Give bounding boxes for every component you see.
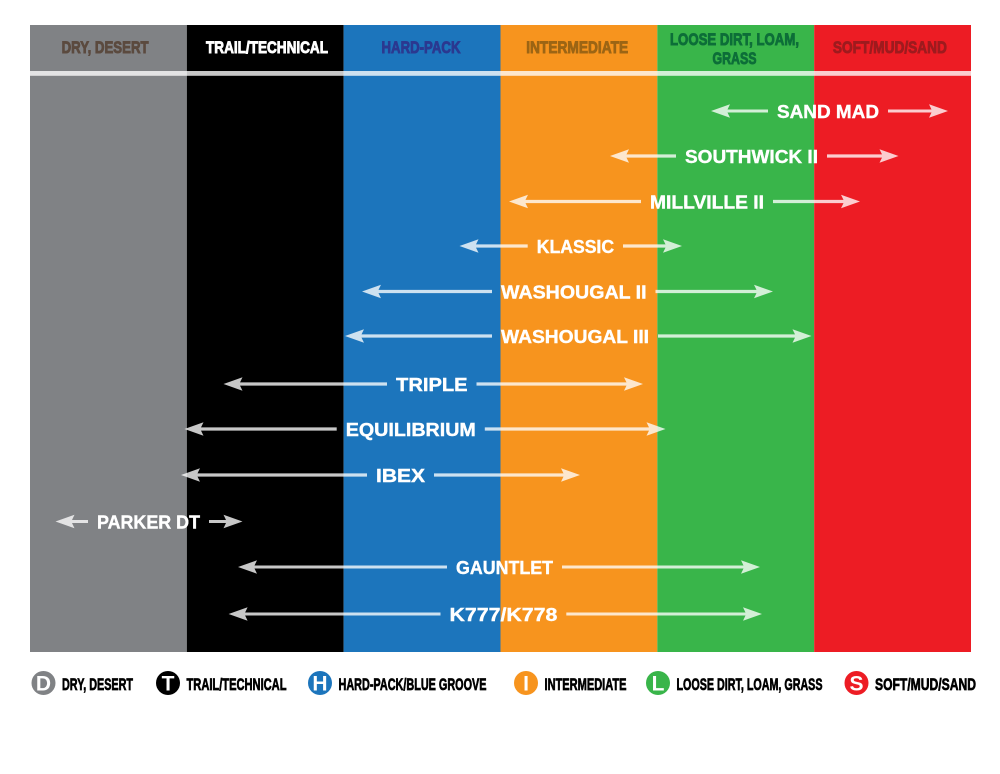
- svg-text:GAUNTLET: GAUNTLET: [456, 557, 554, 578]
- svg-text:SOFT/MUD/SAND: SOFT/MUD/SAND: [875, 676, 976, 694]
- svg-text:INTERMEDIATE: INTERMEDIATE: [545, 676, 627, 694]
- svg-text:MILLVILLE II: MILLVILLE II: [650, 192, 764, 213]
- svg-text:TRAIL/TECHNICAL: TRAIL/TECHNICAL: [206, 38, 328, 57]
- svg-text:S: S: [849, 673, 863, 696]
- svg-text:TRIPLE: TRIPLE: [396, 374, 468, 395]
- svg-text:I: I: [523, 673, 529, 696]
- svg-text:HARD-PACK/BLUE GROOVE: HARD-PACK/BLUE GROOVE: [339, 676, 487, 694]
- svg-text:L: L: [652, 673, 665, 696]
- svg-text:DRY, DESERT: DRY, DESERT: [62, 676, 133, 694]
- svg-text:IBEX: IBEX: [376, 465, 426, 486]
- svg-text:WASHOUGAL III: WASHOUGAL III: [501, 326, 649, 347]
- svg-text:KLASSIC: KLASSIC: [537, 236, 614, 257]
- svg-text:HARD-PACK: HARD-PACK: [382, 38, 462, 57]
- svg-text:LOOSE DIRT, LOAM,: LOOSE DIRT, LOAM,: [670, 30, 799, 49]
- svg-text:DRY, DESERT: DRY, DESERT: [62, 38, 149, 57]
- svg-text:K777/K778: K777/K778: [450, 604, 558, 625]
- svg-text:WASHOUGAL II: WASHOUGAL II: [501, 282, 647, 303]
- svg-text:SOUTHWICK II: SOUTHWICK II: [685, 146, 818, 167]
- svg-text:EQUILIBRIUM: EQUILIBRIUM: [346, 419, 476, 440]
- svg-text:D: D: [36, 673, 51, 696]
- svg-text:T: T: [162, 673, 175, 696]
- svg-text:SOFT/MUD/SAND: SOFT/MUD/SAND: [833, 38, 947, 57]
- svg-text:H: H: [312, 673, 327, 696]
- svg-text:GRASS: GRASS: [713, 49, 757, 68]
- svg-text:INTERMEDIATE: INTERMEDIATE: [526, 38, 628, 57]
- svg-text:TRAIL/TECHNICAL: TRAIL/TECHNICAL: [187, 676, 287, 694]
- svg-text:LOOSE DIRT, LOAM, GRASS: LOOSE DIRT, LOAM, GRASS: [677, 676, 823, 694]
- svg-text:SAND MAD: SAND MAD: [777, 101, 879, 122]
- svg-text:PARKER DT: PARKER DT: [97, 512, 201, 533]
